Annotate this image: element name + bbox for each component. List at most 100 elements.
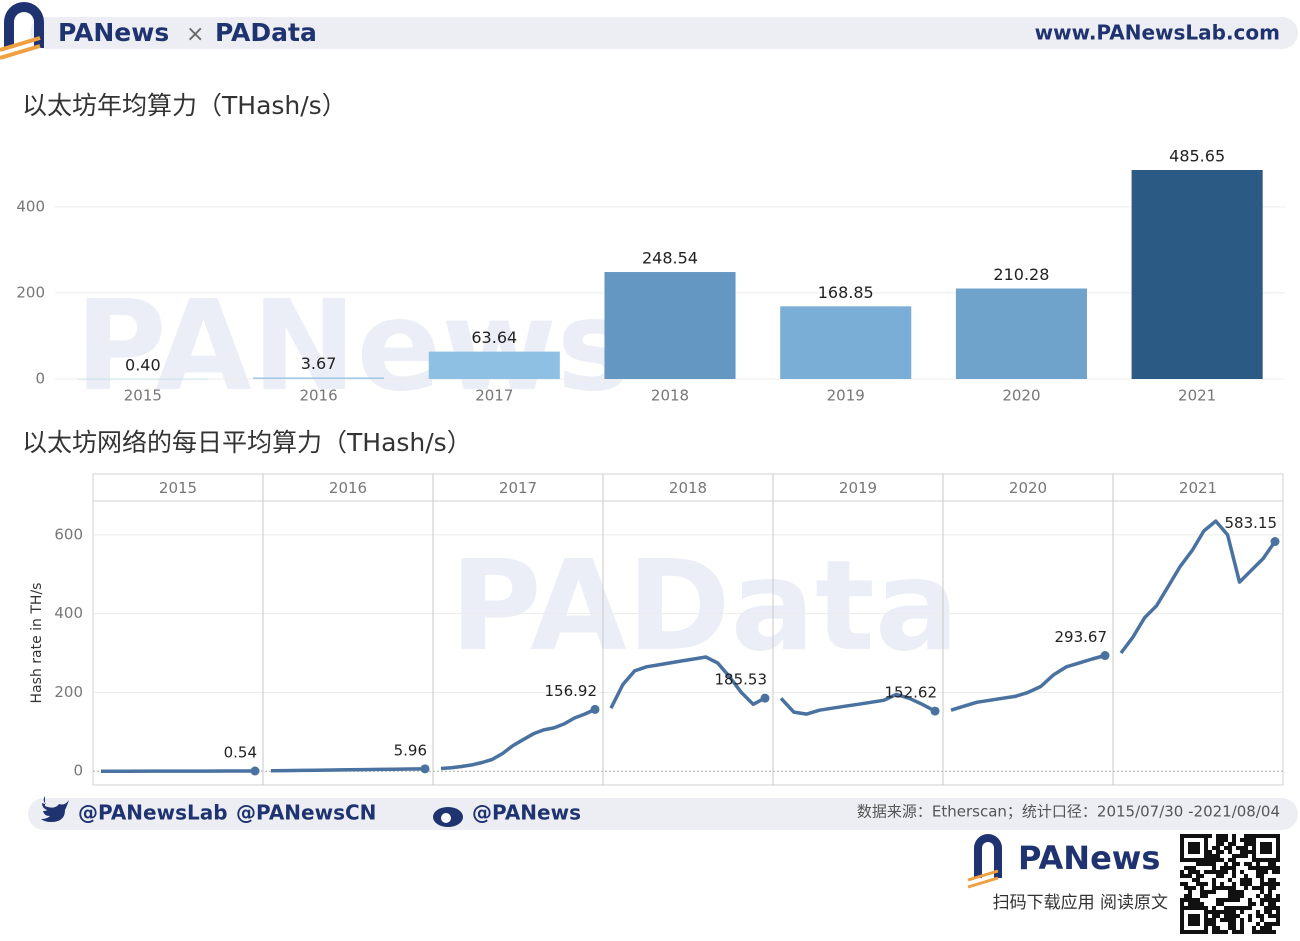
qr-module [1232,858,1236,862]
qr-module [1260,898,1264,902]
qr-finder [1180,906,1208,934]
qr-module [1184,866,1188,870]
qr-module [1236,862,1240,866]
weibo-handle: @PANews [472,801,581,825]
qr-module [1216,846,1220,850]
end-point [1270,537,1280,547]
qr-module [1208,854,1212,858]
data-source: 数据来源：Etherscan；统计口径：2015/07/30 -2021/08/… [857,803,1280,821]
value-label: 168.85 [818,283,874,302]
qr-module [1240,918,1244,922]
qr-module [1248,878,1252,882]
qr-module [1228,914,1232,918]
qr-module [1220,866,1224,870]
qr-module [1240,850,1244,854]
panel-header: 2020 [1009,479,1047,497]
qr-module [1184,886,1188,890]
qr-module [1276,918,1280,922]
qr-module [1268,862,1272,866]
x-tick-label: 2015 [124,387,162,405]
qr-module [1232,922,1236,926]
qr-module [1212,926,1216,930]
end-point [1100,651,1110,661]
qr-module [1200,886,1204,890]
qr-module [1268,894,1272,898]
qr-module [1216,850,1220,854]
qr-module [1212,846,1216,850]
value-label: 210.28 [993,265,1049,284]
qr-module [1264,894,1268,898]
qr-module [1216,834,1220,838]
qr-module [1220,838,1224,842]
qr-module [1240,922,1244,926]
qr-module [1240,894,1244,898]
qr-module [1276,910,1280,914]
qr-finder [1252,834,1280,862]
qr-module [1212,930,1216,934]
end-point [420,764,430,774]
qr-module [1232,906,1236,910]
qr-module [1196,902,1200,906]
qr-module [1244,842,1248,846]
qr-module [1224,914,1228,918]
qr-module [1224,846,1228,850]
qr-module [1268,930,1272,934]
qr-module [1232,886,1236,890]
qr-module [1228,922,1232,926]
qr-module [1200,882,1204,886]
brand-separator: × [186,22,204,47]
qr-module [1260,926,1264,930]
header-bar [30,17,1298,49]
qr-module [1204,882,1208,886]
end-point [250,766,260,776]
qr-module [1272,862,1276,866]
qr-module [1208,850,1212,854]
qr-module [1248,862,1252,866]
x-tick-label: 2016 [299,387,337,405]
y-tick-label: 0 [35,370,45,388]
y-tick-label: 600 [54,525,83,543]
y-axis-label: Hash rate in TH/s [29,583,45,704]
qr-module [1192,886,1196,890]
footer-bar [28,798,1298,830]
qr-module [1228,878,1232,882]
qr-module [1264,922,1268,926]
value-label: 485.65 [1169,146,1225,165]
qr-module [1260,866,1264,870]
qr-module [1228,858,1232,862]
qr-module [1268,906,1272,910]
qr-module [1236,906,1240,910]
qr-module [1244,834,1248,838]
qr-module [1276,866,1280,870]
end-point [930,706,940,716]
qr-module [1220,874,1224,878]
qr-module [1212,906,1216,910]
qr-module [1248,898,1252,902]
value-label: 152.62 [885,684,938,702]
qr-module [1256,922,1260,926]
end-point [760,693,770,703]
qr-module [1260,882,1264,886]
qr-module [1216,886,1220,890]
qr-module [1192,878,1196,882]
value-label: 583.15 [1225,514,1278,532]
qr-module [1216,874,1220,878]
watermark: PAData [450,534,959,679]
qr-module [1272,914,1276,918]
qr-module [1232,914,1236,918]
qr-module [1196,862,1200,866]
qr-module [1212,854,1216,858]
qr-module [1224,918,1228,922]
qr-module [1244,846,1248,850]
qr-module [1224,834,1228,838]
qr-module [1260,886,1264,890]
qr-module [1240,910,1244,914]
qr-module [1256,910,1260,914]
qr-module [1184,894,1188,898]
qr-module [1264,910,1268,914]
x-tick-label: 2018 [651,387,689,405]
qr-finder [1180,834,1208,862]
value-label: 0.54 [224,744,257,762]
qr-module [1272,906,1276,910]
